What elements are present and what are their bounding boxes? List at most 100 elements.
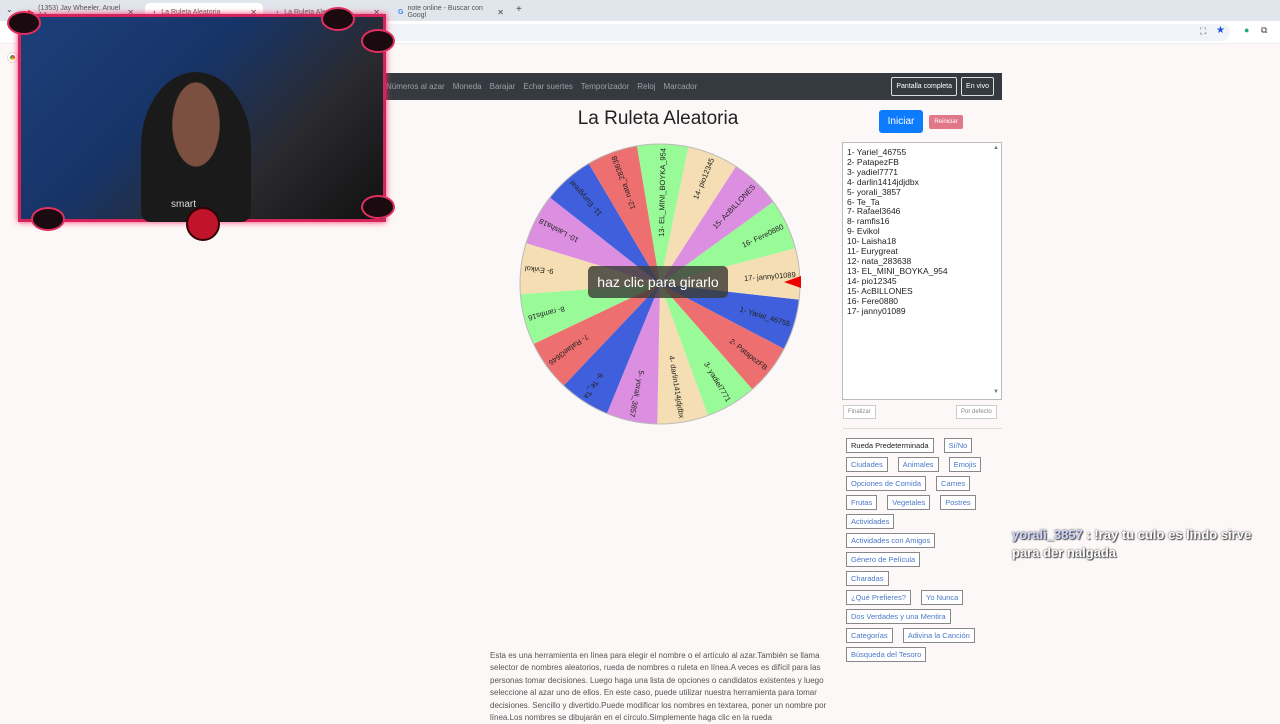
wheel-slice[interactable] [657,284,709,424]
wheel-icon: ◐ [276,8,281,16]
tab-ruleta[interactable]: ◐ La Ruleta Aleatoria ✕ [276,7,380,17]
wheel-slice[interactable] [526,197,660,284]
name-line: 4- darlin1414jdjdbx [847,176,919,187]
wheel-slice[interactable] [533,284,660,386]
category-button[interactable]: Charadas [846,571,889,586]
wheel-slice[interactable] [563,284,660,414]
finish-button[interactable]: Finalizar [843,405,876,419]
spin-hint[interactable]: haz clic para girarlo [588,266,728,298]
default-button[interactable]: Por defecto [956,405,997,419]
category-button[interactable]: Actividades [846,514,895,529]
wheel-slice[interactable] [588,145,660,284]
tab-search-button[interactable]: ⌄ [6,5,13,14]
category-button[interactable]: Animales [897,457,939,472]
top-navbar: Números al azar Moneda Barajar Echar sue… [385,73,1002,100]
nav-moneda[interactable]: Moneda [452,82,482,91]
wheel-slice[interactable] [660,166,774,284]
name-line: 9- Evikol [847,226,880,237]
close-tab-icon[interactable]: ✕ [250,7,257,17]
textarea-scrollbar[interactable]: ▲ ▼ [993,145,999,396]
akatsuki-cloud-icon [7,11,41,35]
translate-icon[interactable]: ⛶ [1200,26,1207,36]
nav-barajar[interactable]: Barajar [489,82,516,91]
wheel-slice[interactable] [660,201,796,284]
bookmark-star-icon[interactable]: ★ [1216,25,1225,36]
category-button[interactable]: Yo Nunca [921,590,964,605]
chrome-icon [8,53,17,62]
wheel-pointer [784,276,801,288]
wheel-slice[interactable] [660,284,800,349]
category-button[interactable]: Frutas [846,495,878,510]
category-button[interactable]: Dos Verdades y una Mentira [846,609,951,624]
category-button[interactable]: Vegetales [887,495,931,510]
category-row: Ciudades Animales Emojis [846,457,1006,472]
wheel-icon: ◐ [153,8,158,16]
live-button[interactable]: En vivo [961,77,994,96]
wheel-slice[interactable] [636,144,689,284]
nav-reloj[interactable]: Reloj [637,82,656,91]
streamer-video [141,72,251,222]
wheel-slice-label: 9- Evikol [524,264,554,276]
category-button[interactable]: Adivina la Canción [902,628,975,643]
category-row: Género de Película [846,552,1006,567]
category-row: Frutas Vegetales Postres [846,495,1006,510]
webcam-overlay: smart [7,7,395,241]
nav-temporizador[interactable]: Temporizador [580,82,630,91]
category-button[interactable]: Postres [940,495,976,510]
reset-button[interactable]: Reiniciar [929,115,963,129]
category-button[interactable]: Carnes [936,476,971,491]
wheel-slice-label: 13- EL_MINI_BOYKA_954 [657,148,668,237]
category-button[interactable]: Actividades con Amigos [846,533,936,548]
category-button[interactable]: Categorías [846,628,893,643]
category-row: Rueda Predeterminada Sí/No [846,438,1006,453]
name-line: 16- Fere0880 [847,295,899,306]
akatsuki-cloud-icon [361,195,395,219]
wheel-slice[interactable] [606,284,660,424]
start-button[interactable]: Iniciar [879,110,923,133]
category-row: Opciones de Comida Carnes [846,476,1006,491]
nav-marcador[interactable]: Marcador [663,82,698,91]
google-icon: G [398,8,404,16]
category-row: Actividades [846,514,1006,529]
new-tab-button[interactable]: + [516,4,522,15]
akatsuki-cloud-icon [31,207,65,231]
name-line: 7- Rafael3646 [847,206,901,217]
category-button[interactable]: Emojis [948,457,982,472]
category-button[interactable]: Género de Película [846,552,921,567]
category-button[interactable]: ¿Qué Prefieres? [846,590,912,605]
category-button[interactable]: Opciones de Comida [846,476,927,491]
category-button[interactable]: Sí/No [943,438,973,453]
divider [843,428,1002,429]
nav-echar-suertes[interactable]: Echar suertes [523,82,573,91]
chat-user: yorali_3857 [1012,527,1083,542]
category-row: Dos Verdades y una Mentira [846,609,1006,624]
puzzle-icon[interactable]: ⧉ [1261,25,1268,35]
nav-numeros[interactable]: Números al azar [386,82,445,91]
shirt-text: smart [171,199,196,210]
chat-text: : !ray tu culo es lindo sirve para der n… [1012,527,1252,560]
name-line: 13- EL_MINI_BOYKA_954 [847,265,948,276]
category-button[interactable]: Ciudades [846,457,888,472]
name-line: 6- Te_Ta [847,196,880,207]
wheel-slice[interactable] [549,163,660,284]
name-line: 5- yorali_3857 [847,186,901,197]
category-button[interactable]: Rueda Predeterminada [846,438,934,453]
names-textarea[interactable]: ▲ ▼ 1- Yariel_46755 2- PatapezFB 3- yadiel7… [842,142,1002,400]
category-button[interactable]: Búsqueda del Tesoro [846,647,927,662]
wheel-slice[interactable] [660,146,737,284]
category-row: Búsqueda del Tesoro [846,647,1006,662]
close-tab-icon[interactable]: ✕ [497,7,504,17]
close-tab-icon[interactable]: ✕ [373,7,380,17]
name-line: 8- ramfis16 [847,216,890,227]
close-tab-icon[interactable]: ✕ [127,7,134,17]
name-line: 3- yadiel7771 [847,166,899,177]
wheel-slice[interactable] [520,284,660,344]
wheel-slice[interactable] [660,284,753,416]
name-line: 14- pio12345 [847,275,897,286]
wheel-slice[interactable] [660,284,785,390]
fullscreen-button[interactable]: Pantalla completa [891,77,958,96]
extension-icon[interactable]: ● [1244,25,1250,35]
name-line: 11- Eurygreat [847,246,898,257]
